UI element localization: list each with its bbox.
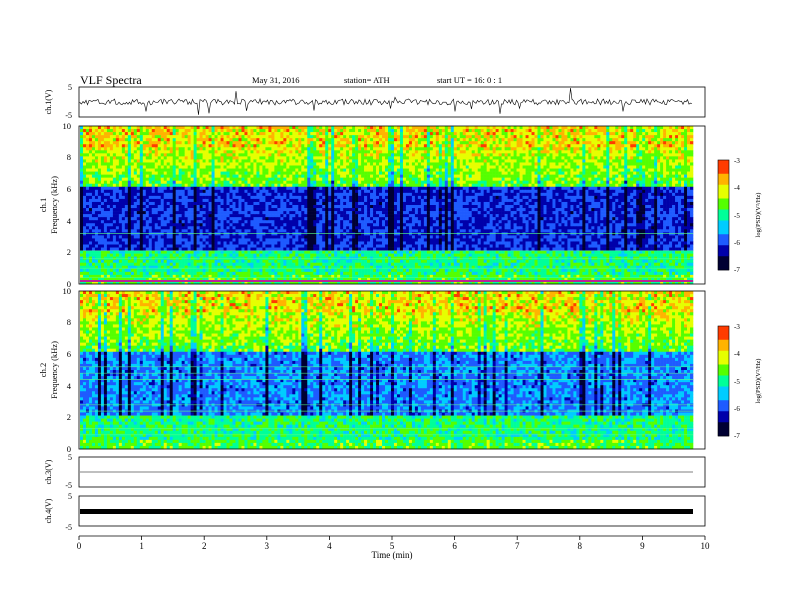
ch1-ytick-2: 2	[67, 247, 71, 257]
ch1-spectrogram-image	[80, 126, 694, 285]
ch1-spectrogram-frame	[78, 125, 706, 285]
ch2-channel-label: ch.2	[38, 363, 48, 377]
ch1-cbar-tick-7: -7	[734, 266, 740, 274]
ch4-waveform-ylabel: ch.4(V)	[44, 498, 53, 523]
ch3-waveform-frame	[78, 456, 706, 488]
time-tick-4: 4	[327, 541, 332, 551]
date-label: May 31, 2016	[252, 75, 299, 85]
ch4-waveform-trace	[80, 509, 693, 514]
ch4-waveform-frame	[78, 495, 706, 527]
time-tick-0: 0	[77, 541, 82, 551]
ch4-waveform-panel: 5 -5 ch.4(V)	[44, 492, 706, 532]
ch2-ytick-10: 10	[63, 286, 72, 296]
ch1-ytick-0: 0	[67, 279, 71, 289]
ch1-cbar-tick-6: -6	[734, 239, 740, 247]
ch2-ytick-2: 2	[67, 412, 71, 422]
ch2-spectrogram-panel: 0 2 4 6 8 10 ch.2 Frequency (kHz)	[38, 286, 706, 454]
time-tick-9: 9	[640, 541, 645, 551]
ch1-cbar-tick-4: -4	[734, 184, 740, 192]
ch3-ytick-top: 5	[68, 453, 72, 462]
time-tick-10: 10	[701, 541, 711, 551]
ch1-ytick-8: 8	[67, 152, 71, 162]
ch1-ytick-6: 6	[67, 184, 71, 194]
ch1-waveform-trace	[79, 87, 693, 115]
time-tick-1: 1	[139, 541, 144, 551]
time-tick-5: 5	[390, 541, 395, 551]
ch2-frequency-ylabel: Frequency (kHz)	[49, 341, 59, 399]
ch1-ytick-10: 10	[63, 121, 72, 131]
ch2-ytick-6: 6	[67, 349, 71, 359]
ch1-spectrogram-panel: 0 2 4 6 8 10 ch.1 Frequency (kHz)	[38, 121, 706, 289]
ch1-ytick-top: 5	[68, 83, 72, 92]
ch1-colorbar-gradient	[718, 160, 729, 271]
ch2-colorbar-label: log(PSD)(V²/Hz)	[755, 359, 762, 404]
ch2-spectrogram-frame	[78, 290, 706, 450]
ch1-channel-label: ch.1	[38, 198, 48, 212]
figure-title: VLF Spectra	[80, 73, 142, 87]
ch2-colorbar-frame	[717, 325, 730, 437]
ch1-cbar-tick-5: -5	[734, 212, 740, 220]
time-tick-8: 8	[578, 541, 583, 551]
ch1-colorbar-frame	[717, 159, 730, 271]
ch2-ytick-8: 8	[67, 317, 71, 327]
ch1-waveform-frame	[78, 86, 706, 118]
ch1-ytick-4: 4	[67, 216, 72, 226]
ch4-ytick-bottom: -5	[65, 523, 72, 532]
ch3-waveform-ylabel: ch.3(V)	[44, 459, 53, 484]
ch3-ytick-bottom: -5	[65, 481, 72, 490]
ch1-colorbar: -3 -4 -5 -6 -7 log(PSD)(V²/Hz)	[717, 157, 762, 274]
ch1-frequency-ylabel: Frequency (kHz)	[49, 176, 59, 234]
ch3-waveform-panel: 5 -5 ch.3(V)	[44, 453, 706, 490]
ch2-cbar-tick-7: -7	[734, 432, 740, 440]
time-tick-7: 7	[515, 541, 520, 551]
time-axis-ticks	[78, 536, 706, 540]
ch2-cbar-tick-5: -5	[734, 378, 740, 386]
ch2-ytick-0: 0	[67, 444, 71, 454]
ch2-cbar-tick-6: -6	[734, 405, 740, 413]
start-time-label: start UT = 16: 0 : 1	[437, 75, 502, 85]
time-axis: 0 1 2 3 4 5 6 7 8 9 10 Time (min)	[77, 535, 711, 560]
ch2-ytick-4: 4	[67, 381, 72, 391]
ch2-cbar-tick-3: -3	[734, 323, 740, 331]
ch1-colorbar-label: log(PSD)(V²/Hz)	[755, 193, 762, 238]
ch2-spectrogram-image	[80, 291, 694, 450]
ch1-waveform-panel: 5 -5 ch.1(V)	[44, 83, 706, 120]
ch1-cbar-tick-3: -3	[734, 157, 740, 165]
ch1-waveform-ylabel: ch.1(V)	[44, 89, 53, 114]
time-axis-label: Time (min)	[372, 550, 413, 560]
time-tick-2: 2	[202, 541, 207, 551]
time-tick-3: 3	[265, 541, 270, 551]
ch2-colorbar-gradient	[718, 326, 729, 437]
ch4-ytick-top: 5	[68, 492, 72, 501]
time-tick-6: 6	[452, 541, 457, 551]
ch2-cbar-tick-4: -4	[734, 350, 740, 358]
ch2-colorbar: -3 -4 -5 -6 -7 log(PSD)(V²/Hz)	[717, 323, 762, 440]
station-label: station= ATH	[344, 75, 390, 85]
ch1-ytick-bottom: -5	[65, 111, 72, 120]
